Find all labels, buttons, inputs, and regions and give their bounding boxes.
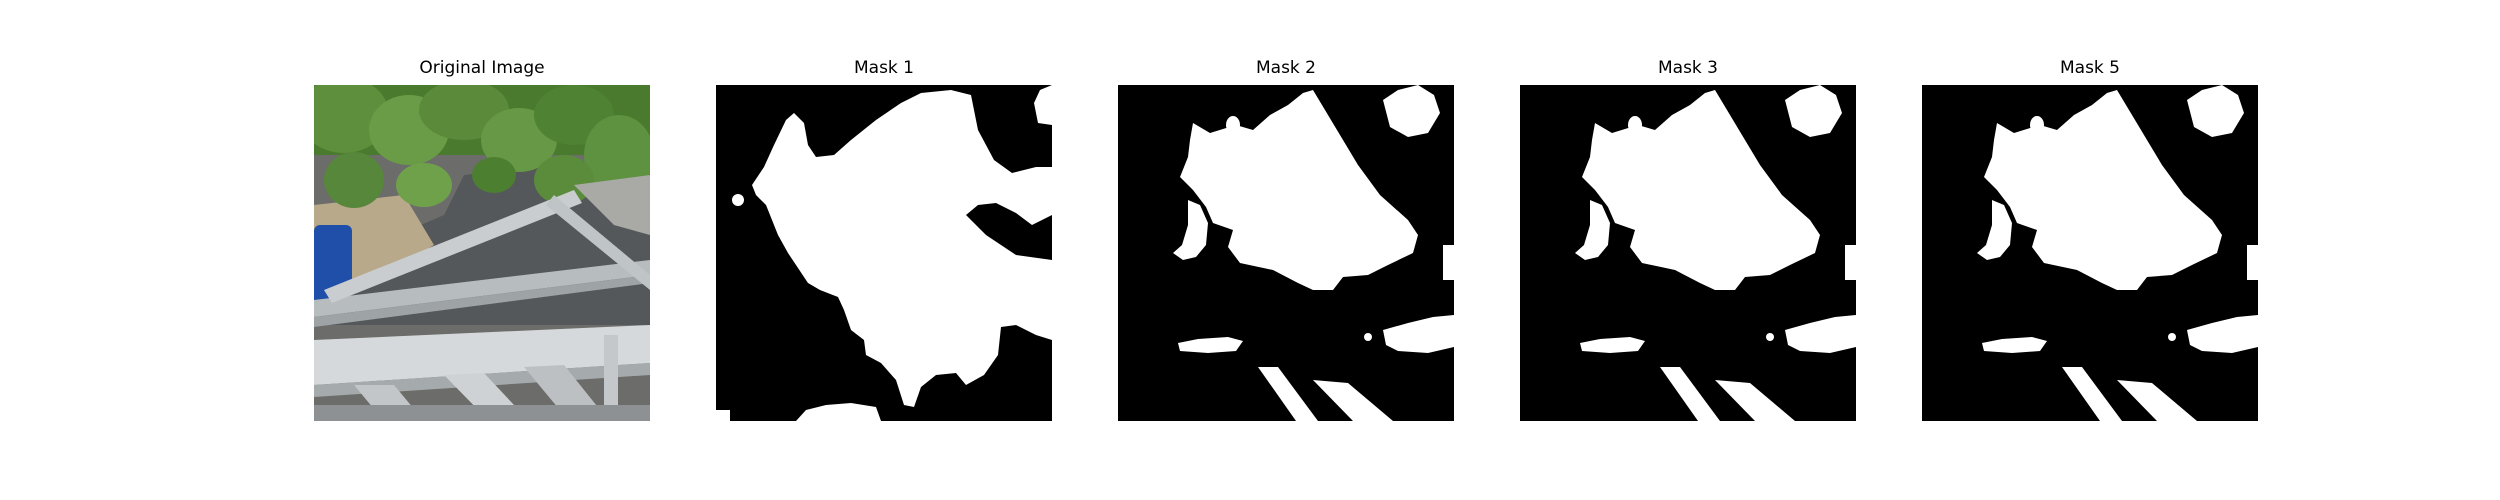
mask-foreground-region (1785, 315, 1856, 353)
mask-foreground-region (1785, 85, 1842, 137)
mask-foreground-region (1982, 337, 2047, 353)
mask-foreground-region (1977, 200, 2012, 260)
mask-foreground-region (2117, 380, 2197, 421)
panel-title-mask-1: Mask 1 (853, 58, 914, 78)
mask-foreground-region (2187, 315, 2258, 353)
panel-title-mask-2: Mask 2 (1255, 58, 1316, 78)
panel-title-mask-5: Mask 5 (2059, 58, 2120, 78)
mask-foreground-region (1628, 116, 1642, 134)
mask-foreground-region (1364, 333, 1372, 341)
mask-foreground-region (1258, 367, 1318, 421)
mask-foreground-region (1313, 380, 1393, 421)
mask-foreground-region (2187, 85, 2244, 137)
mask-foreground-region (732, 194, 744, 206)
mask-foreground-region (2168, 333, 2176, 341)
mask-foreground-region (1575, 200, 1610, 260)
mask-foreground-region (1383, 85, 1440, 137)
panel-title-mask-3: Mask 3 (1657, 58, 1718, 78)
mask-foreground-region (1034, 85, 1052, 125)
mask-foreground-region (2030, 116, 2044, 134)
metal-frame (314, 190, 650, 421)
mask-5-panel (1922, 85, 2258, 421)
original-image (314, 85, 650, 421)
mask-foreground-region (1845, 245, 1856, 280)
mask-foreground-region (716, 410, 730, 421)
mask-foreground-region (2062, 367, 2122, 421)
mask-foreground-region (1173, 200, 1208, 260)
mask-3 (1520, 85, 1856, 421)
mask-foreground-region (1984, 90, 2222, 290)
mask-foreground-region (1383, 315, 1454, 353)
mask-3-panel (1520, 85, 1856, 421)
mask-foreground-region (1580, 337, 1645, 353)
mask-foreground-region (1180, 90, 1418, 290)
mask-5 (1922, 85, 2258, 421)
mask-foreground-region (796, 403, 881, 421)
mask-foreground-region (1582, 90, 1820, 290)
mask-foreground-region (1443, 245, 1454, 280)
mask-1 (716, 85, 1052, 421)
mask-foreground-region (1226, 116, 1240, 134)
mask-foreground-region (1178, 337, 1243, 353)
mask-foreground-region (1766, 333, 1774, 341)
mask-foreground-region (1660, 367, 1720, 421)
mask-foreground-region (752, 90, 1052, 407)
mask-2 (1118, 85, 1454, 421)
mask-foreground-region (956, 361, 966, 369)
mask-foreground-region (1715, 380, 1795, 421)
mask-foreground-region (2247, 245, 2258, 280)
mask-2-panel (1118, 85, 1454, 421)
original-image-panel (314, 85, 650, 421)
leaves (314, 85, 650, 208)
panel-title-original-image: Original Image (419, 58, 545, 78)
gravel (574, 175, 650, 235)
mask-1-panel (716, 85, 1052, 421)
